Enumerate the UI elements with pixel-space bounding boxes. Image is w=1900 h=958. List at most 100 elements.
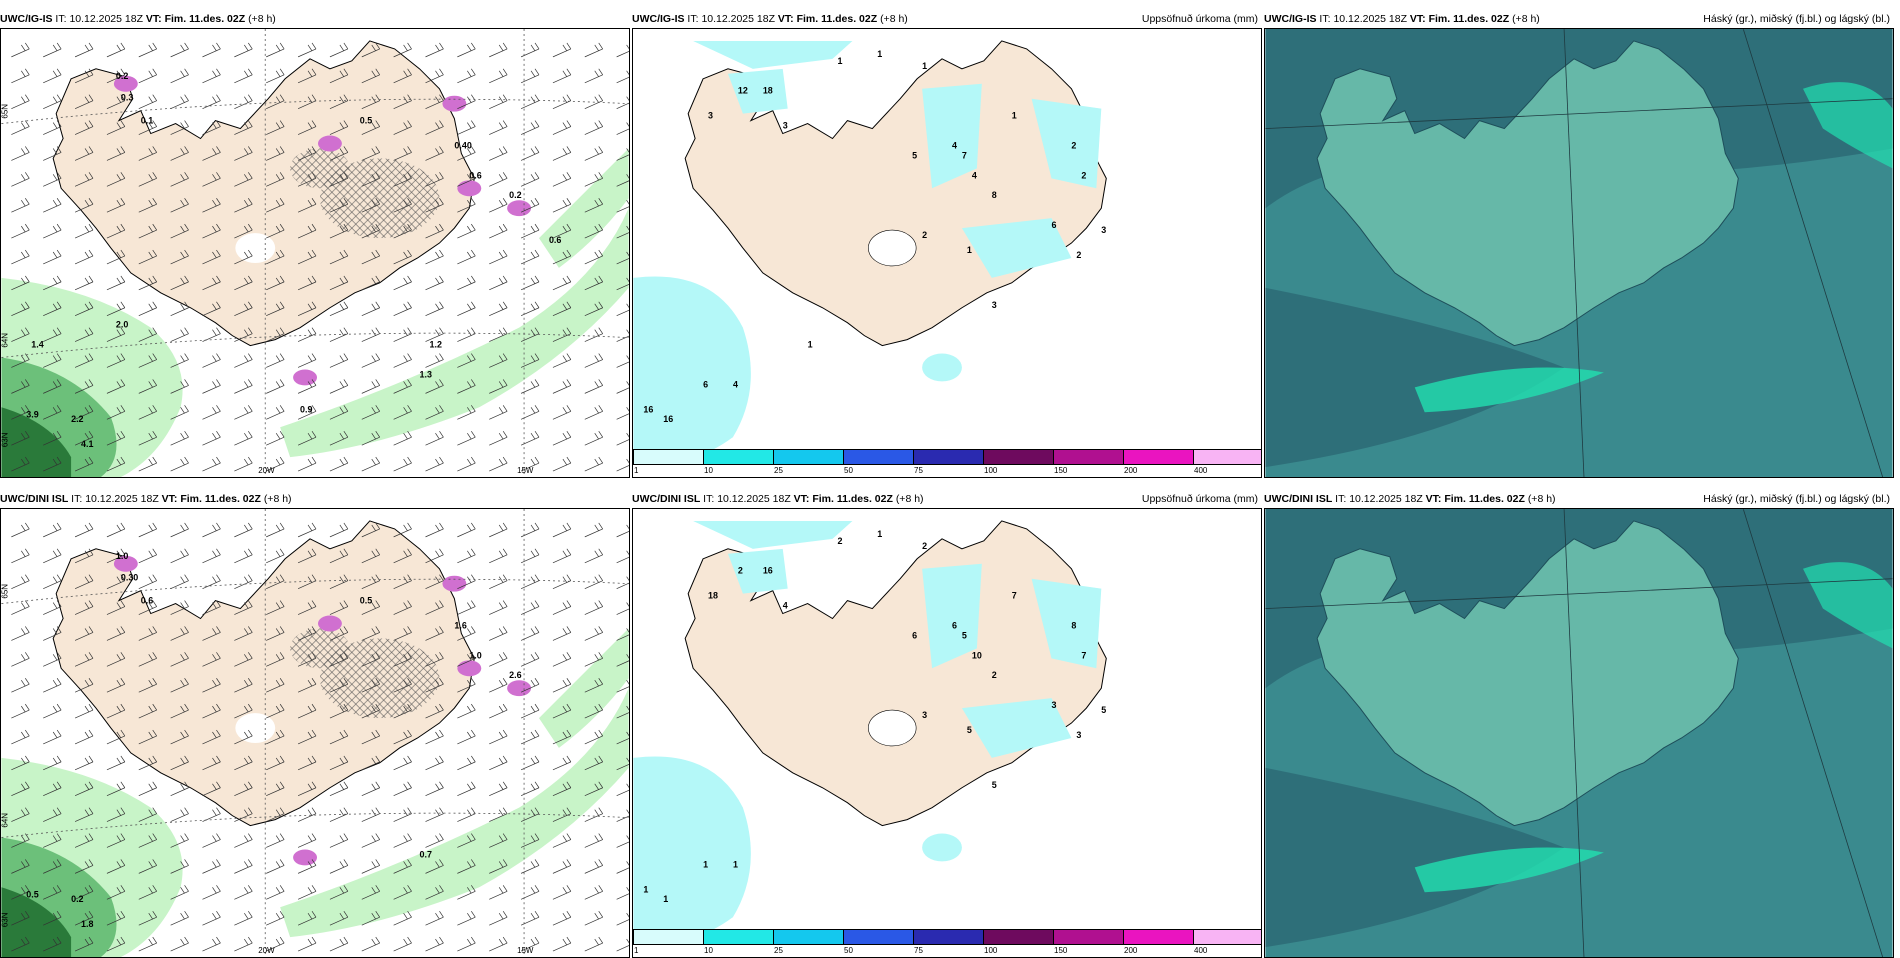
precip-value-label: 6 [952,620,957,630]
wind-barb [234,833,253,848]
precip-value-label: 1.2 [429,340,441,350]
wind-barb [552,703,572,719]
wind-barb [520,68,540,84]
glacier-white [235,233,276,263]
wind-barb [202,223,221,239]
wind-barb [297,198,317,213]
wind-barb [170,146,189,161]
graticule-line [1742,29,1884,477]
wind-barb [425,198,444,213]
wind-barb [489,456,508,472]
wind-barb [616,524,629,538]
wind-barb [106,198,126,213]
wind-barb [266,68,285,84]
colorbar-tick-label: 400 [1194,946,1208,955]
wind-barb [74,275,94,291]
wind-barb [11,885,30,900]
wind-barb [234,198,253,213]
wind-barb [393,755,412,771]
wind-barb [616,783,629,797]
wind-barb [43,275,62,291]
wind-barb [393,885,412,900]
wind-barb [520,703,540,719]
wind-barb [234,626,253,641]
wind-barb [266,859,285,874]
wind-barb [584,301,604,317]
valid-time: Fim. 11.des. 02Z [1444,493,1525,505]
wind-barb [202,703,221,719]
wind-barb [297,94,317,109]
wind-barb [616,329,629,342]
wind-barb [297,807,317,822]
wind-barb [393,781,412,797]
wind-barb [393,146,412,161]
wind-barb [11,548,30,564]
wind-barb [266,755,285,771]
wind-barb [74,68,94,84]
precip-area-east [1031,578,1102,669]
wind-barb [552,729,572,745]
wind-barb [584,120,604,135]
wind-barb [202,522,221,538]
wind-barb [361,755,381,771]
wind-barb [489,275,508,291]
wind-barb [393,548,412,564]
wind-barb [552,275,572,291]
wind-barb [170,548,189,564]
wind-barb [616,680,629,693]
wind-barb [489,353,508,368]
wind-barb [489,807,508,822]
wind-barb [552,678,572,693]
precip-value-label: 3.9 [26,409,38,419]
wind-barb [266,431,285,446]
wind-barb [393,379,412,394]
wind-barb [43,678,62,693]
wind-barb [202,353,221,368]
land-outline [1316,520,1739,827]
wind-barb [202,678,221,693]
wind-barb [616,458,629,472]
wind-barb [43,172,62,187]
wind-barb [552,548,572,564]
wind-barb [489,431,508,446]
wind-barb [106,729,126,745]
wind-barb [552,431,572,446]
wind-barb [425,456,444,472]
valid-label: VT: [793,493,810,505]
wind-barb [489,755,508,771]
wind-barb [457,327,476,342]
wind-barb [552,120,572,135]
wind-barb [393,327,412,342]
wind-barb [234,859,253,874]
wind-barb [361,172,381,187]
precip-value-label: 3 [1052,700,1057,710]
lead-time: (+8 h) [248,13,276,25]
hatched-glacier [290,148,350,189]
precip-value-label: 5 [1101,705,1106,715]
wind-barb [361,198,381,213]
wind-barb [234,755,253,771]
wind-barb [266,548,285,564]
map-panel-cloud-dini: UWC/DINI ISL IT: 10.12.2025 18Z VT: Fim.… [1264,490,1894,958]
wind-barb [234,456,253,472]
wind-barb [329,42,349,58]
precip-value-label: 2 [837,536,842,546]
wind-barb [106,859,126,874]
wind-barb [297,574,317,589]
run-time: 10.12.2025 18Z [1333,13,1407,25]
precip-value-label: 5 [992,780,997,790]
wind-barb [297,42,317,58]
wind-barb [11,172,30,187]
precip-value-label: 0.6 [141,596,153,606]
wind-barb [457,548,476,564]
wind-barb [457,223,476,239]
precip-value-label: 1.3 [420,369,432,379]
wind-barb [43,198,62,213]
precip-value-label: 0.5 [360,116,372,126]
wind-barb [43,94,62,109]
precip-spot [113,75,138,92]
wind-barb [43,68,62,84]
wind-barb [616,433,629,446]
wind-barb [202,172,221,187]
wind-barb [552,626,572,641]
